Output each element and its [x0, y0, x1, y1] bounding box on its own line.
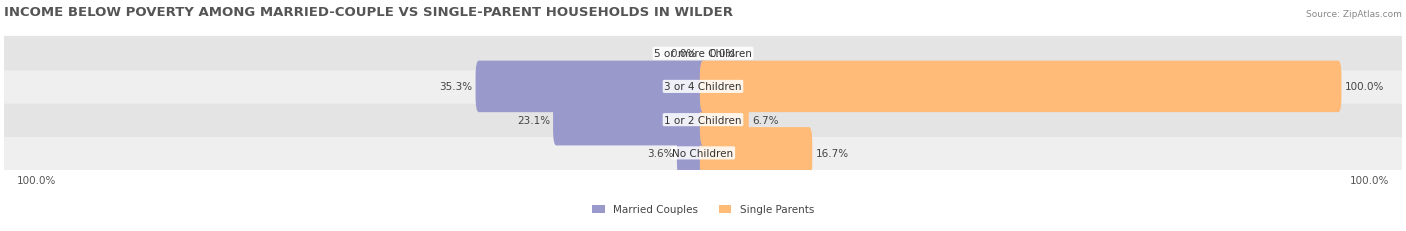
FancyBboxPatch shape — [4, 70, 1402, 104]
Text: 23.1%: 23.1% — [517, 115, 550, 125]
FancyBboxPatch shape — [4, 136, 1402, 170]
Text: 6.7%: 6.7% — [752, 115, 779, 125]
FancyBboxPatch shape — [700, 128, 813, 179]
FancyBboxPatch shape — [475, 61, 706, 113]
FancyBboxPatch shape — [700, 61, 1341, 113]
Text: 0.0%: 0.0% — [710, 49, 735, 59]
Text: 3.6%: 3.6% — [647, 148, 673, 158]
Text: 1 or 2 Children: 1 or 2 Children — [664, 115, 742, 125]
Text: 5 or more Children: 5 or more Children — [654, 49, 752, 59]
FancyBboxPatch shape — [4, 37, 1402, 71]
FancyBboxPatch shape — [553, 94, 706, 146]
Text: 35.3%: 35.3% — [439, 82, 472, 92]
FancyBboxPatch shape — [700, 94, 749, 146]
FancyBboxPatch shape — [676, 128, 706, 179]
Text: 100.0%: 100.0% — [1344, 82, 1384, 92]
Text: 100.0%: 100.0% — [1350, 175, 1389, 185]
Text: 3 or 4 Children: 3 or 4 Children — [664, 82, 742, 92]
Text: 0.0%: 0.0% — [671, 49, 696, 59]
Text: No Children: No Children — [672, 148, 734, 158]
Text: Source: ZipAtlas.com: Source: ZipAtlas.com — [1306, 10, 1402, 19]
Legend: Married Couples, Single Parents: Married Couples, Single Parents — [592, 204, 814, 214]
Text: 16.7%: 16.7% — [815, 148, 849, 158]
Text: 100.0%: 100.0% — [17, 175, 56, 185]
FancyBboxPatch shape — [4, 103, 1402, 137]
Text: INCOME BELOW POVERTY AMONG MARRIED-COUPLE VS SINGLE-PARENT HOUSEHOLDS IN WILDER: INCOME BELOW POVERTY AMONG MARRIED-COUPL… — [4, 6, 733, 19]
